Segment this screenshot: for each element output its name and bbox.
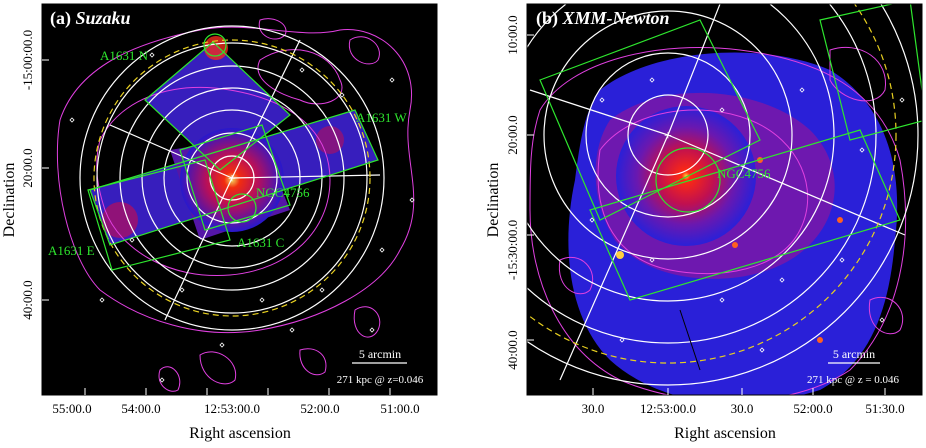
region-label-a1631-w: A1631 W [356, 110, 407, 125]
panel-b-y-axis-label: Declination [485, 163, 502, 238]
panel-a-frame [41, 3, 438, 396]
region-label-a1631-c: A1631 C [237, 235, 284, 250]
suzaku-center-cross: + [228, 172, 236, 187]
panel-b-y-tick: 10:00.0 [505, 15, 520, 54]
xmm-point-sources [589, 77, 905, 353]
panel-b-frame [526, 3, 923, 396]
panel-a-scale-label: 5 arcmin [359, 347, 401, 361]
panel-b-tick-marks [527, 34, 886, 395]
panel-b-y-tick: -15:30:00.0 [505, 220, 520, 280]
region-label-ngc4756: NGC4756 [256, 185, 310, 200]
suzaku-fov-regions [87, 33, 379, 271]
region-label-a1631-e: A1631 E [48, 243, 95, 258]
suzaku-dashed-circle [93, 39, 371, 317]
panel-b: + (b) XMM-Newton NGC4756 5 arcmin 271 kp [485, 3, 923, 442]
region-label-ngc4756-b: NGC4756 [717, 166, 771, 181]
xmm-annuli [527, 4, 919, 386]
panel-b-y-tick: 20:00.0 [505, 115, 520, 154]
xmm-fov-regions [539, 4, 922, 301]
panel-a-x-tick: 12:53:00.0 [204, 401, 260, 416]
panel-b-x-tick: 30.0 [582, 401, 605, 416]
panel-a-x-tick: 55:00.0 [52, 401, 91, 416]
panel-b-x-tick: 52:00.0 [793, 401, 832, 416]
xmm-chip-gap [679, 309, 701, 371]
xmm-image [568, 52, 898, 395]
panel-b-x-tick: 51:30.0 [865, 401, 904, 416]
panel-a-y-tick: 20:00.0 [20, 148, 35, 187]
panel-a-y-tick: -15:00:00.0 [20, 30, 35, 90]
suzaku-point-sources [69, 52, 415, 383]
panel-a-redshift-label: 271 kpc @ z=0.046 [337, 374, 424, 386]
panel-b-title: (b) XMM-Newton [536, 8, 670, 29]
suzaku-annuli [79, 25, 385, 331]
region-label-a1631-n: A1631 N [100, 48, 149, 63]
panel-a-x-tick: 51:00.0 [380, 401, 419, 416]
panel-a-title: (a) Suzaku [50, 8, 131, 29]
panel-a-tick-marks [42, 59, 391, 395]
xmm-center-cross: + [664, 129, 672, 144]
panel-b-x-axis-label: Right ascension [674, 425, 776, 442]
panel-a-y-axis-label: Declination [1, 163, 18, 238]
panel-b-redshift-label: 271 kpc @ z = 0.046 [807, 374, 900, 386]
panel-b-x-tick: 30.0 [731, 401, 754, 416]
xmm-dashed-circle [527, 4, 897, 364]
panel-a-x-axis-label: Right ascension [189, 425, 291, 442]
panel-b-scale-label: 5 arcmin [833, 347, 875, 361]
panel-a: + (a) Suzaku A1631 N A163 [1, 3, 438, 442]
panel-b-y-tick: 40:00.0 [505, 330, 520, 369]
panel-a-y-tick: 40:00.0 [20, 280, 35, 319]
panel-a-x-tick: 52:00.0 [300, 401, 339, 416]
suzaku-contours [56, 18, 415, 392]
panel-b-x-tick: 12:53:00.0 [640, 401, 696, 416]
panel-a-x-tick: 54:00.0 [121, 401, 160, 416]
xmm-contours [529, 46, 907, 395]
